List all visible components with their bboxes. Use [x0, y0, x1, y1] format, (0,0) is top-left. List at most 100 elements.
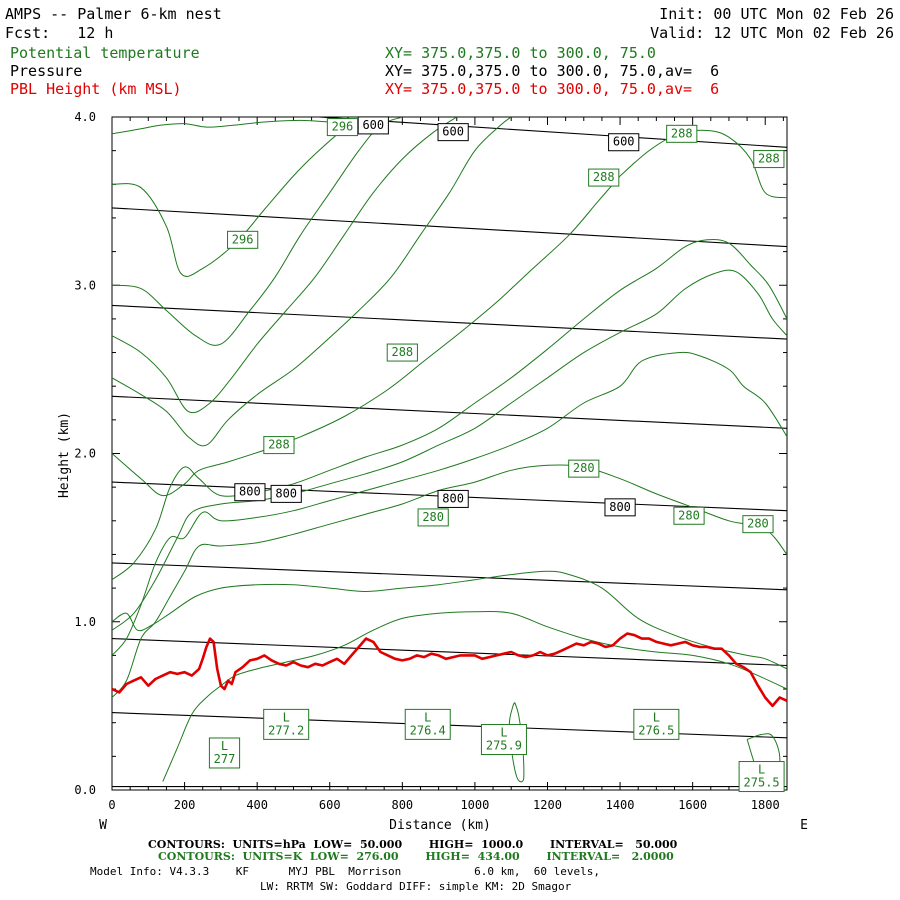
y-tick-label: 1.0: [74, 615, 96, 629]
theta-label-text: 288: [671, 126, 693, 140]
low-marker-text: 275.9: [486, 739, 522, 753]
theta-label: 280: [568, 459, 600, 478]
pressure-contours: [112, 117, 787, 788]
pressure-label: 800: [234, 483, 266, 502]
theta-label: 280: [742, 515, 774, 534]
theta-label-box: [753, 150, 785, 169]
x-tick-label: 1000: [460, 798, 489, 812]
x-tick-label: 1600: [678, 798, 707, 812]
theta-contours: [112, 117, 787, 787]
pressure-contour-900: [112, 638, 787, 667]
pressure-label-box: [437, 489, 469, 508]
y-axis-title: Height (km): [57, 412, 72, 498]
low-marker-text: 277: [214, 752, 236, 766]
field-pbl-xy: XY= 375.0,375.0 to 300.0, 75.0,av= 6: [385, 80, 720, 98]
footer-physics-info: LW: RRTM SW: Goddard DIFF: simple KM: 2D…: [260, 880, 572, 893]
pbl-height-series: [112, 632, 787, 708]
low-marker-text: L: [283, 710, 290, 724]
x-tick-label: 0: [108, 798, 115, 812]
x-tick-label: 1200: [533, 798, 562, 812]
low-marker-text: 276.5: [638, 723, 674, 737]
east-label: E: [800, 818, 808, 833]
low-marker-box: [480, 724, 527, 756]
x-tick-label: 1400: [606, 798, 635, 812]
theta-label: 288: [666, 124, 698, 143]
pressure-contour-650: [112, 207, 787, 248]
low-marker-box: [263, 708, 310, 740]
pressure-contour-850: [112, 562, 787, 591]
theta-contour: [112, 117, 512, 447]
pressure-label-text: 600: [613, 135, 635, 149]
theta-label-text: 280: [678, 508, 700, 522]
theta-label-text: 280: [747, 517, 769, 531]
theta-contour: [112, 570, 787, 670]
contour-labels: 800 800 800 800 600 600 600 296 296 288 288 288 288 2…: [208, 116, 785, 793]
low-marker-box: [633, 708, 680, 740]
theta-label-box: [263, 436, 295, 455]
pressure-label: 800: [437, 489, 469, 508]
theta-label-box: [227, 230, 259, 249]
x-axis-title: Distance (km): [389, 818, 491, 833]
y-tick-label: 2.0: [74, 447, 96, 461]
pbl-height-line: [112, 632, 787, 708]
low-marker-text: 277.2: [268, 723, 304, 737]
theta-label: 280: [673, 506, 705, 525]
low-marker-text: L: [424, 710, 431, 724]
pressure-label-box: [604, 498, 636, 517]
x-tick-label: 400: [246, 798, 268, 812]
theta-label-text: 280: [573, 461, 595, 475]
theta-label: 288: [386, 343, 418, 362]
theta-label-box: [568, 459, 600, 478]
valid-time: Valid: 12 UTC Mon 02 Feb 26: [650, 24, 894, 42]
theta-label-text: 288: [391, 345, 413, 359]
theta-contour: [112, 117, 458, 414]
theta-contour: [112, 117, 367, 277]
low-marker-text: L: [221, 739, 228, 753]
theta-label: 280: [417, 508, 449, 527]
footer-pressure-contours: CONTOURS: UNITS=hPa LOW= 50.000 HIGH= 10…: [148, 838, 678, 851]
theta-label-box: [326, 118, 359, 137]
low-marker-text: L: [758, 763, 765, 777]
theta-label: 296: [326, 118, 359, 137]
theta-contour: [619, 129, 787, 199]
theta-label-text: 296: [232, 232, 254, 246]
field-pbl-label: PBL Height (km MSL): [10, 80, 182, 98]
low-marker-box: [738, 761, 785, 793]
theta-label-box: [673, 506, 705, 525]
field-pressure-xy: XY= 375.0,375.0 to 300.0, 75.0,av= 6: [385, 62, 720, 80]
pressure-label-box: [608, 133, 640, 152]
theta-label: 288: [263, 436, 295, 455]
field-theta-label: Potential temperature: [10, 44, 200, 62]
theta-label-box: [666, 124, 698, 143]
y-tick-label: 3.0: [74, 278, 96, 292]
pressure-contour-700: [112, 304, 787, 340]
low-marker-box: [208, 737, 241, 769]
theta-contour: [162, 611, 787, 782]
low-marker-text: L: [500, 726, 507, 740]
footer-theta-contours: CONTOURS: UNITS=K LOW= 276.00 HIGH= 434.…: [158, 850, 674, 863]
low-marker-box: [404, 708, 451, 740]
theta-label-text: 288: [593, 170, 615, 184]
pressure-label-box: [357, 116, 389, 135]
chart-title: AMPS -- Palmer 6-km nest: [5, 5, 222, 23]
pressure-label: 800: [270, 484, 302, 503]
pressure-label-box: [270, 484, 302, 503]
pressure-label-text: 800: [275, 486, 297, 500]
theta-label: 296: [227, 230, 259, 249]
theta-label: 288: [753, 150, 785, 169]
pressure-label: 800: [604, 498, 636, 517]
theta-label-text: 288: [758, 152, 780, 166]
theta-contour: [112, 351, 787, 656]
x-tick-label: 800: [391, 798, 413, 812]
theta-label-text: 280: [422, 510, 444, 524]
x-tick-label: 200: [174, 798, 196, 812]
field-pressure-label: Pressure: [10, 62, 83, 80]
theta-contour: [112, 117, 403, 346]
forecast-hour: Fcst: 12 h: [5, 24, 114, 42]
